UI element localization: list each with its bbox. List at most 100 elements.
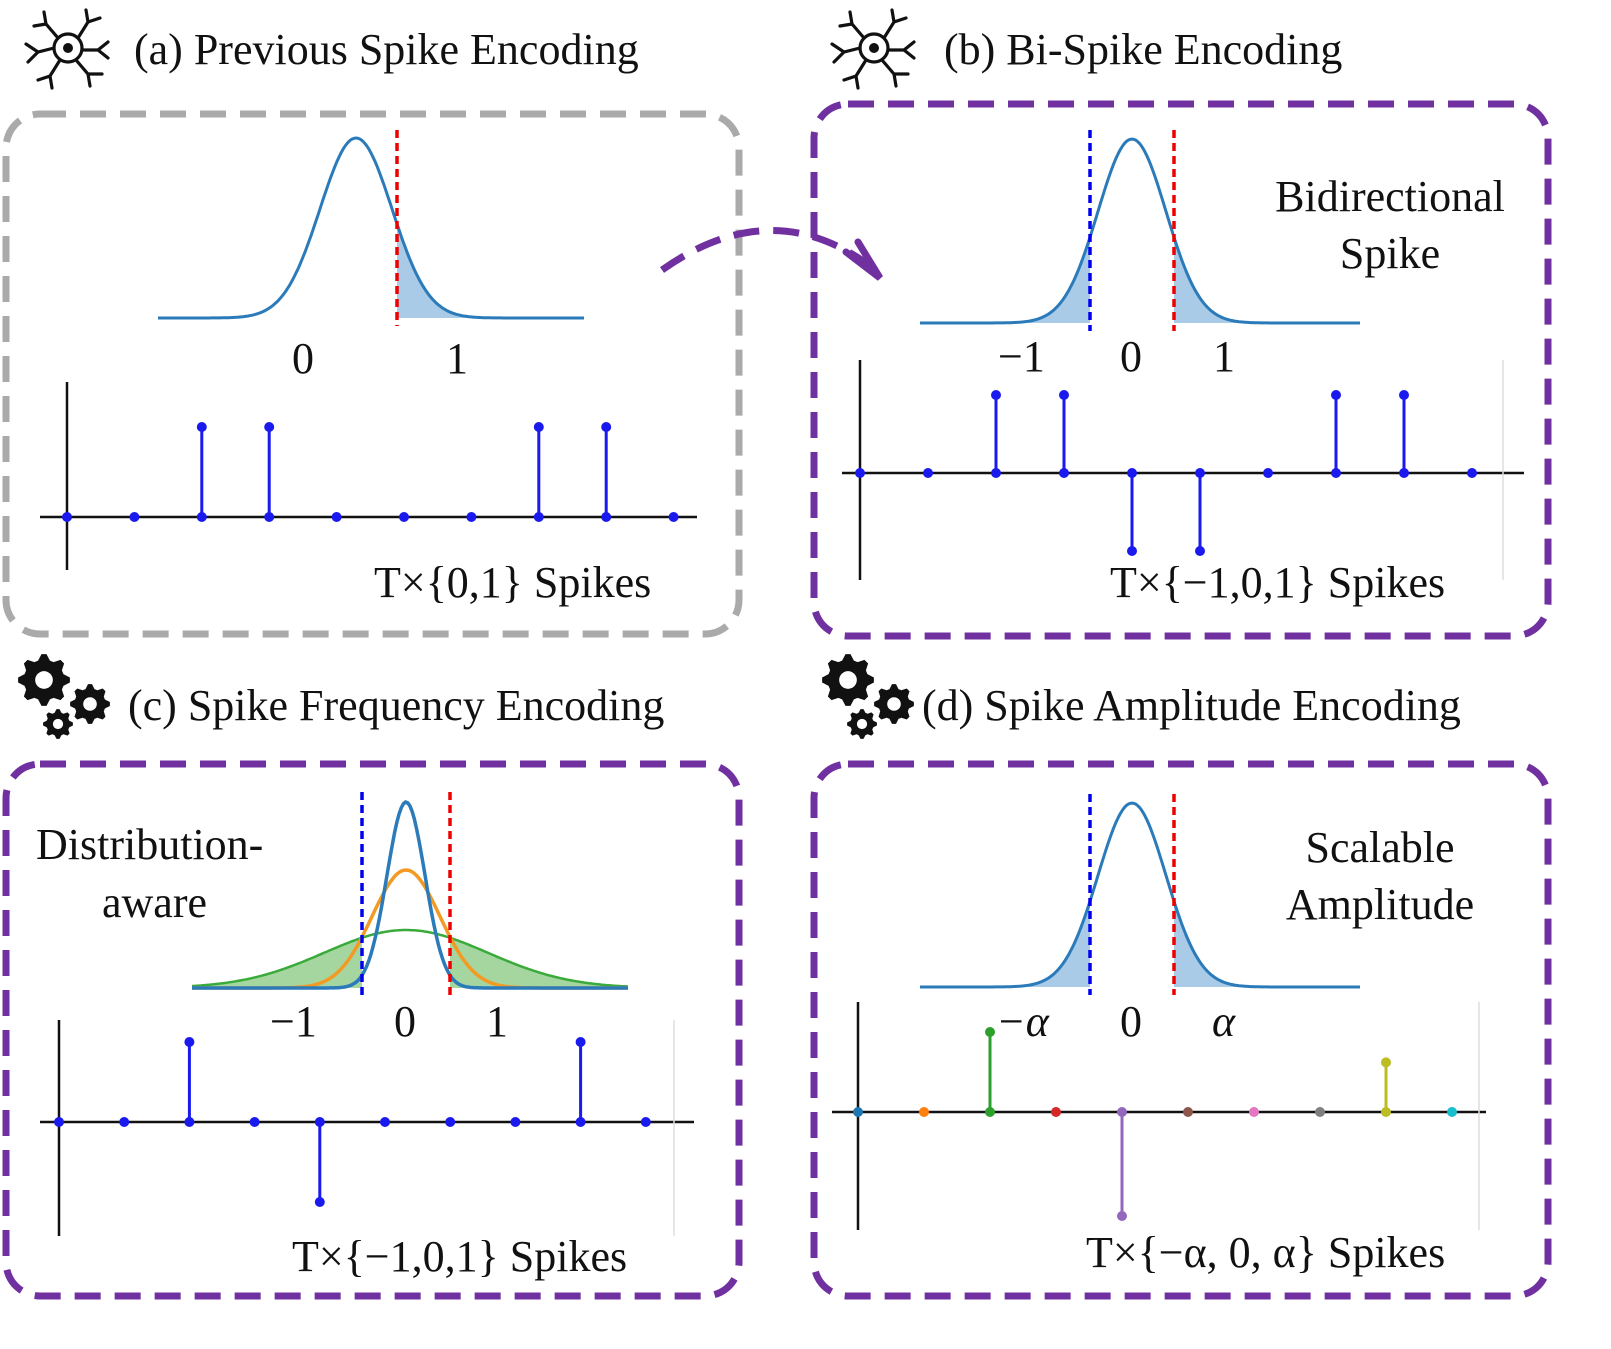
gaussian-curve [920, 801, 1360, 989]
panel-b-tick-neg1: −1 [998, 332, 1045, 381]
gear-large [822, 654, 874, 706]
panel-b-spike-train [842, 360, 1524, 580]
gear-medium [70, 684, 110, 724]
panel-a-header: (a) Previous Spike Encoding [24, 8, 639, 90]
right-tail-fill [397, 223, 584, 318]
panel-d-caption: T×{−α, 0, α} Spikes [1086, 1228, 1445, 1277]
spike-base-marker-2 [985, 1107, 995, 1117]
gear-medium [874, 684, 914, 724]
panel-c-border [2, 760, 743, 1300]
panel-c-label-line-2: aware [102, 878, 207, 927]
left-tail-fill [920, 901, 1090, 987]
spike-base-marker-4 [1127, 468, 1137, 478]
panel-b-tick-0: 0 [1120, 332, 1142, 381]
spike-base-marker-8 [1399, 468, 1409, 478]
spike-base-marker-4 [1117, 1107, 1127, 1117]
spike-base-marker-6 [466, 512, 477, 522]
right-tail-fill [1174, 901, 1360, 987]
panel-c-tick-neg1: −1 [270, 997, 317, 1046]
spike-base-marker-7 [1315, 1107, 1325, 1117]
gear-large [18, 654, 70, 706]
left-tail-fill [920, 237, 1090, 323]
gear-small-hole [52, 718, 64, 730]
spike-base-marker-2 [991, 468, 1001, 478]
panel-c-title: (c) Spike Frequency Encoding [128, 681, 664, 730]
narrow-gaussian-curve [192, 799, 628, 990]
panel-b-header: (b) Bi-Spike Encoding [830, 8, 1342, 90]
spike-base-marker-8 [601, 512, 612, 522]
panel-a: 0 1 T×{0,1} Spikes [40, 130, 697, 607]
gear-large-hole [839, 671, 857, 689]
spike-head-marker-8 [575, 1037, 586, 1047]
panel-c-spike-train [40, 1020, 694, 1236]
panel-d-label-line-2: Amplitude [1286, 880, 1474, 929]
spike-base-marker-3 [249, 1117, 260, 1127]
gear-medium-hole [887, 697, 901, 711]
spike-base-marker-5 [1183, 1107, 1193, 1117]
spike-base-marker-7 [510, 1117, 521, 1127]
panel-c-caption: T×{−1,0,1} Spikes [292, 1232, 627, 1281]
spike-base-marker-2 [196, 512, 207, 522]
gear-small [43, 709, 73, 739]
spike-head-marker-3 [1059, 390, 1069, 400]
spike-base-marker-9 [1447, 1107, 1457, 1117]
gear-medium-hole [83, 697, 97, 711]
spike-base-marker-5 [399, 512, 409, 522]
spike-base-marker-5 [380, 1117, 390, 1127]
panel-c-header: (c) Spike Frequency Encoding [18, 654, 664, 739]
spike-head-marker-2 [196, 422, 207, 432]
spike-base-marker-3 [264, 512, 275, 522]
gear-small-hole [856, 718, 868, 730]
panel-a-border [2, 110, 743, 638]
gears-icon [822, 654, 914, 739]
spike-base-marker-3 [1059, 468, 1069, 478]
panel-d-tick-neg-alpha: −α [996, 997, 1050, 1046]
panel-d: Scalable Amplitude −α 0 α T×{−α, 0, α} S… [832, 794, 1486, 1277]
spike-base-marker-0 [853, 1107, 863, 1117]
spike-base-marker-8 [575, 1117, 586, 1127]
spike-head-marker-2 [985, 1027, 995, 1037]
spike-head-marker-5 [1195, 546, 1205, 556]
left-tail-fill [192, 937, 362, 988]
gears-icon [18, 654, 110, 739]
spike-base-marker-1 [119, 1117, 130, 1127]
spike-head-marker-8 [1399, 390, 1409, 400]
gear-large-hole [35, 671, 53, 689]
gear-small [847, 709, 877, 739]
spike-base-marker-1 [923, 468, 933, 478]
panel-c-tick-0: 0 [394, 997, 416, 1046]
spike-head-marker-8 [1381, 1057, 1391, 1068]
panel-b-title: (b) Bi-Spike Encoding [944, 25, 1342, 74]
spike-base-marker-3 [1051, 1107, 1061, 1117]
panel-c-distribution [191, 792, 629, 996]
spike-base-marker-9 [1467, 468, 1477, 478]
neuron-icon [24, 8, 110, 90]
panel-d-label-line-1: Scalable [1305, 823, 1454, 872]
spike-head-marker-2 [991, 390, 1001, 400]
spike-base-marker-9 [640, 1117, 651, 1127]
spike-base-marker-2 [184, 1117, 195, 1127]
panel-a-distribution [158, 130, 584, 326]
panel-a-tick-1: 1 [446, 334, 468, 383]
panel-b-border [810, 100, 1552, 640]
spike-head-marker-3 [264, 422, 275, 432]
panel-b-caption: T×{−1,0,1} Spikes [1110, 558, 1445, 607]
spike-base-marker-6 [1249, 1107, 1259, 1117]
panel-c-label-line-1: Distribution- [36, 820, 263, 869]
panel-b-distribution [920, 130, 1360, 331]
spike-base-marker-7 [1331, 468, 1341, 478]
panel-b-label-line-2: Spike [1340, 229, 1440, 278]
spike-base-marker-4 [331, 512, 342, 522]
spike-base-marker-0 [54, 1117, 64, 1127]
spike-head-marker-2 [184, 1037, 195, 1047]
spike-base-marker-1 [129, 512, 140, 522]
panel-a-tick-0: 0 [292, 334, 314, 383]
panel-b-tick-1: 1 [1213, 332, 1235, 381]
spike-head-marker-4 [1117, 1211, 1127, 1221]
spike-base-marker-9 [668, 512, 679, 522]
panel-d-spike-train [832, 1002, 1486, 1230]
spike-base-marker-4 [314, 1117, 325, 1127]
spike-head-marker-7 [533, 422, 544, 432]
panel-d-distribution [920, 794, 1360, 995]
spike-head-marker-4 [1127, 546, 1137, 556]
